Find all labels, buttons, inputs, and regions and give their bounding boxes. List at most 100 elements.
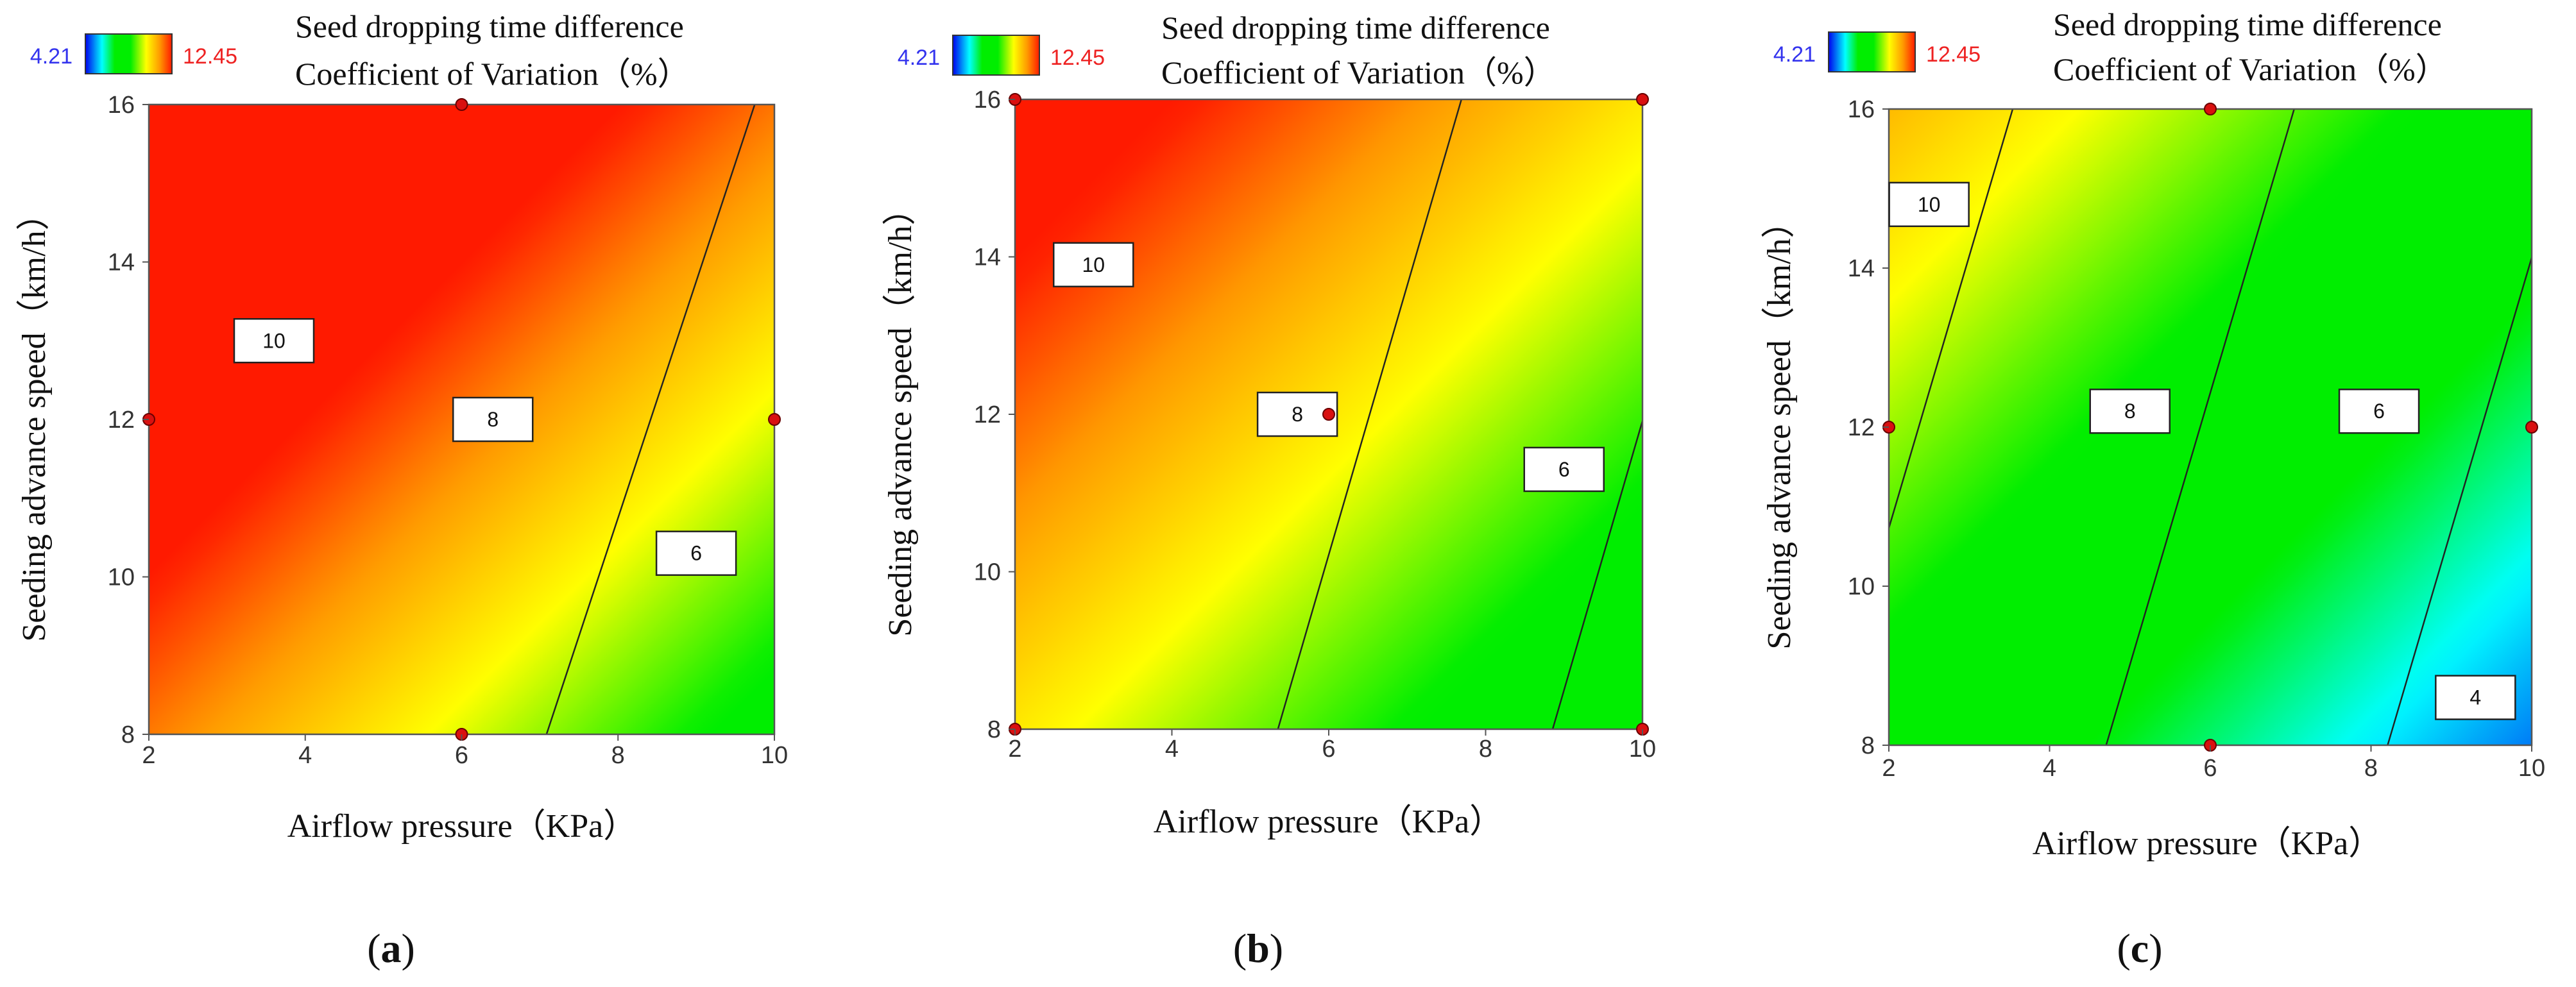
colorbar-min-label: 4.21: [1773, 42, 1816, 67]
y-tick-label: 8: [987, 716, 1001, 743]
x-tick-label: 2: [1008, 736, 1021, 763]
x-tick-label: 8: [1479, 736, 1492, 763]
contour-label-box: [1053, 242, 1134, 288]
colorbar-min-label: 4.21: [30, 44, 73, 69]
contour-label-text: 6: [690, 542, 702, 565]
contour-label-box: [655, 530, 737, 576]
chart-panel-b: 4.21 12.45 Seed dropping time difference Co…: [882, 10, 1656, 971]
x-tick-label: 8: [2364, 755, 2378, 782]
contour-label-6: 6: [655, 530, 737, 576]
x-tick-label: 4: [2043, 755, 2056, 782]
contour-line-6: [2387, 255, 2532, 745]
colorbar-max-label: 12.45: [1926, 42, 1981, 67]
contour-label-10: 10: [233, 318, 315, 364]
contour-label-box: [452, 396, 534, 443]
caption-letter: a: [381, 925, 402, 971]
colorbar: [85, 33, 173, 74]
contour-label-box: [1888, 181, 1970, 228]
caption-paren-open: (: [2117, 925, 2130, 971]
x-tick-label: 10: [1629, 736, 1656, 763]
y-tick-label: 10: [108, 564, 135, 591]
caption-letter: c: [2131, 925, 2149, 971]
colorbar: [1828, 31, 1916, 72]
colorbar: [952, 35, 1040, 76]
y-tick-label: 12: [108, 407, 135, 434]
contour-label-text: 8: [1292, 403, 1303, 426]
caption-paren-open: (: [367, 925, 380, 971]
chart-title-line2: Coefficient of Variation（%）: [1161, 55, 1556, 90]
caption-paren-close: ): [1270, 925, 1283, 971]
design-point: [1636, 93, 1649, 106]
contour-label-6: 6: [2338, 388, 2420, 434]
x-tick-label: 8: [611, 742, 625, 769]
contour-label-text: 8: [2124, 400, 2136, 423]
panel-caption: (c): [2117, 925, 2162, 971]
design-point: [2204, 103, 2217, 115]
design-point: [1322, 408, 1335, 421]
y-tick-label: 16: [974, 87, 1001, 114]
x-tick-label: 6: [1322, 736, 1335, 763]
x-tick-label: 2: [142, 742, 155, 769]
panel-caption: (b): [1233, 925, 1283, 971]
contour-label-box: [2338, 388, 2420, 434]
design-point: [2525, 421, 2538, 434]
y-tick-label: 14: [1848, 255, 1875, 282]
y-axis-label: Seeding advance speed（km/h）: [1761, 205, 1798, 649]
chart-panel-a: 4.21 12.45 Seed dropping time difference Co…: [16, 8, 788, 971]
y-tick-label: 16: [108, 92, 135, 119]
colorbar-max-label: 12.45: [183, 44, 237, 69]
contour-label-10: 10: [1053, 242, 1134, 288]
x-axis-label: Airflow pressure（KPa）: [2033, 825, 2382, 862]
contour-label-text: 8: [487, 408, 499, 431]
y-tick-label: 10: [974, 559, 1001, 586]
contour-label-text: 6: [2373, 400, 2385, 423]
contour-label-text: 10: [262, 329, 286, 352]
contour-label-10: 10: [1888, 181, 1970, 228]
contour-lines: [1889, 109, 2532, 745]
chart-title-line2: Coefficient of Variation（%）: [295, 56, 690, 92]
contour-line-8: [2105, 109, 2295, 745]
x-tick-label: 10: [2518, 755, 2545, 782]
contour-label-box: [233, 318, 315, 364]
x-tick-label: 4: [1165, 736, 1179, 763]
y-tick-label: 14: [974, 244, 1001, 271]
chart-title-line1: Seed dropping time difference: [295, 8, 684, 44]
contour-lines: [545, 105, 756, 734]
heatmap-surface: [1889, 109, 2532, 745]
x-tick-label: 6: [2203, 755, 2217, 782]
y-tick-label: 16: [1848, 96, 1875, 123]
contour-label-6: 6: [1523, 446, 1605, 493]
contour-label-box: [2089, 388, 2171, 434]
x-tick-label: 10: [761, 742, 788, 769]
caption-paren-open: (: [1233, 925, 1247, 971]
contour-lines: [1277, 99, 1642, 729]
y-tick-label: 8: [121, 721, 135, 748]
x-tick-label: 2: [1882, 755, 1895, 782]
y-axis-label: Seeding advance speed（km/h）: [16, 197, 53, 641]
panel-caption: (a): [367, 925, 415, 971]
contour-label-box: [2435, 675, 2516, 720]
contour-label-text: 6: [1558, 458, 1570, 481]
contour-label-8: 8: [452, 396, 534, 443]
y-tick-label: 12: [974, 401, 1001, 428]
x-axis-label: Airflow pressure（KPa）: [287, 808, 636, 845]
chart-title-line2: Coefficient of Variation（%）: [2053, 51, 2448, 87]
design-point: [768, 413, 781, 426]
x-tick-label: 4: [298, 742, 312, 769]
contour-label-text: 10: [1918, 193, 1941, 216]
contour-label-4: 4: [2435, 675, 2516, 720]
chart-title-line1: Seed dropping time difference: [2053, 6, 2442, 42]
contour-line-10: [1889, 109, 2014, 531]
y-tick-label: 10: [1848, 573, 1875, 600]
contour-label-8: 8: [2089, 388, 2171, 434]
colorbar-max-label: 12.45: [1050, 46, 1105, 70]
y-tick-label: 12: [1848, 414, 1875, 441]
contour-line-10: [1277, 99, 1462, 729]
x-axis-label: Airflow pressure（KPa）: [1154, 804, 1503, 840]
y-tick-label: 14: [108, 249, 135, 276]
contour-label-box: [1256, 391, 1338, 437]
chart-panel-c: 4.21 12.45 Seed dropping time difference Co…: [1761, 6, 2545, 971]
caption-paren-close: ): [402, 925, 415, 971]
colorbar-min-label: 4.21: [898, 46, 940, 70]
